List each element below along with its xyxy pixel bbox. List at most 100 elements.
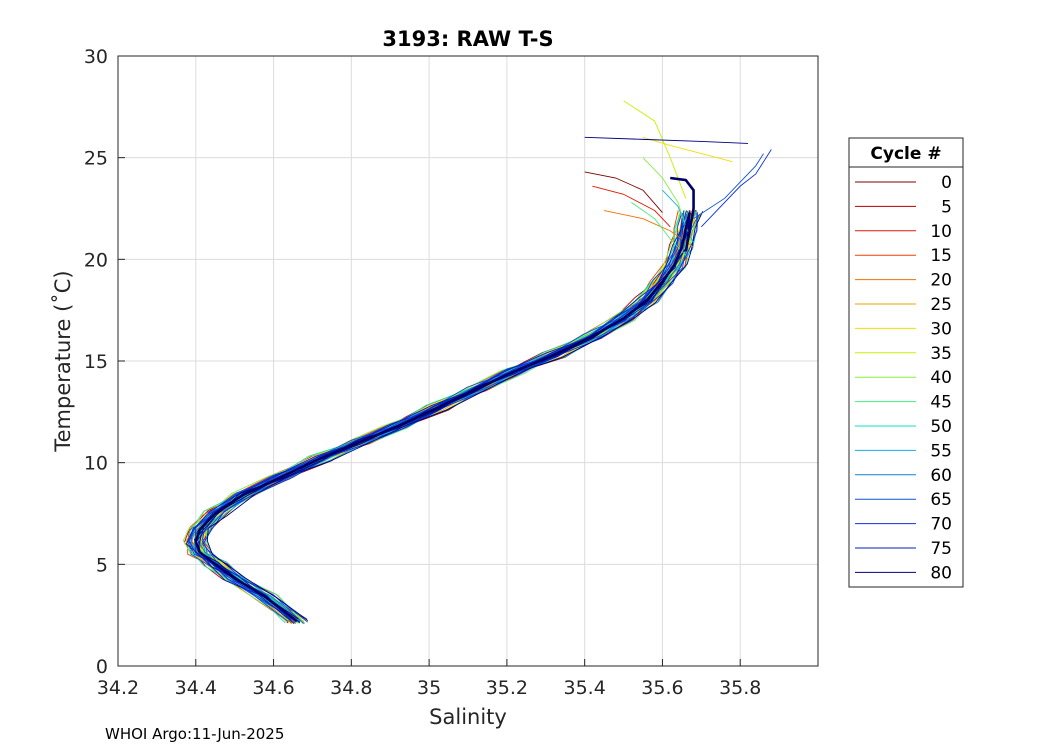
profile-line-cycle-45 <box>193 210 685 620</box>
profile-line-cycle-10 <box>195 214 688 624</box>
x-tick-label: 35.8 <box>719 677 761 699</box>
surface-line-cycle-80 <box>584 136 749 144</box>
profile-line-cycle-15 <box>194 210 692 621</box>
profile-lines <box>182 100 772 625</box>
profile-line-cycle-10 <box>204 213 701 623</box>
profile-line-cycle-20 <box>200 215 695 625</box>
profile-line-cycle-45 <box>193 211 691 621</box>
legend-label-20: 20 <box>930 271 952 291</box>
surface-line-cycle-20 <box>604 210 694 248</box>
profile-line-cycle-60 <box>188 214 687 624</box>
profile-line-cycle-50 <box>194 214 690 624</box>
legend-label-35: 35 <box>930 344 952 364</box>
surface-line-cycle-10 <box>592 185 671 228</box>
legend-label-40: 40 <box>930 368 952 388</box>
x-tick-label: 35.6 <box>641 677 683 699</box>
profile-line-cycle-15 <box>187 210 679 620</box>
legend-label-75: 75 <box>930 539 952 559</box>
y-tick-label: 5 <box>96 554 108 576</box>
latest-profile-surface <box>670 176 695 252</box>
profile-line-cycle-75 <box>197 213 691 623</box>
profile-line-cycle-70 <box>194 210 687 620</box>
profile-line-cycle-80 <box>198 210 691 620</box>
profile-line-cycle-80 <box>206 211 704 621</box>
legend-title: Cycle # <box>870 144 941 164</box>
profile-line-cycle-35 <box>194 214 693 624</box>
profile-line-cycle-0 <box>194 214 688 624</box>
legend-label-45: 45 <box>930 393 952 413</box>
surface-line-cycle-45 <box>631 202 687 256</box>
surface-line-cycle-35 <box>623 100 687 199</box>
profile-line-cycle-5 <box>183 213 682 624</box>
y-tick-label: 25 <box>84 148 108 170</box>
profile-line-cycle-35 <box>195 214 687 623</box>
y-axis-title: Temperature (˚C) <box>51 270 75 452</box>
surface-line-cycle-30 <box>642 136 733 163</box>
profile-line-cycle-80 <box>193 214 691 624</box>
profile-line-cycle-60 <box>199 210 696 621</box>
y-tick-label: 10 <box>84 453 108 475</box>
y-tick-label: 0 <box>96 656 108 678</box>
profile-line-cycle-25 <box>200 210 693 620</box>
footer-credit: WHOI Argo:11-Jun-2025 <box>105 725 285 743</box>
surface-line-cycle-70 <box>701 149 772 228</box>
profile-line-cycle-30 <box>188 212 680 623</box>
profile-line-cycle-35 <box>200 212 694 622</box>
y-tick-label: 20 <box>84 249 108 271</box>
x-tick-label: 35.2 <box>486 677 528 699</box>
profile-line-cycle-5 <box>202 210 697 620</box>
profile-line-cycle-60 <box>195 213 688 623</box>
legend-label-70: 70 <box>930 515 952 535</box>
profile-line-cycle-5 <box>194 211 688 621</box>
surface-line-cycle-65 <box>693 153 764 220</box>
profile-line-cycle-55 <box>204 210 698 620</box>
gridlines <box>117 55 818 667</box>
x-tick-label: 35 <box>417 677 441 699</box>
profile-line-cycle-50 <box>188 213 681 624</box>
legend-items: 0 5 10 15 20 25 30 35 40 45 50 55 60 65 70 75 80 <box>855 173 952 583</box>
profile-line-cycle-30 <box>200 210 698 620</box>
x-tick-label: 34.2 <box>97 677 139 699</box>
profile-line-cycle-70 <box>188 210 687 620</box>
profile-line-cycle-20 <box>190 210 689 620</box>
surface-line-cycle-0 <box>584 171 663 213</box>
legend: Cycle # 0 5 10 15 20 25 30 35 40 45 50 55 60 65 70 75 80 <box>848 137 964 588</box>
profile-line-cycle-75 <box>185 212 684 623</box>
legend-label-10: 10 <box>930 222 952 242</box>
profile-line-cycle-65 <box>190 213 682 623</box>
x-axis-title: Salinity <box>429 705 507 729</box>
legend-label-60: 60 <box>930 466 952 486</box>
x-tick-label: 35.4 <box>564 677 606 699</box>
profile-line-cycle-75 <box>196 214 691 625</box>
legend-label-30: 30 <box>930 319 952 339</box>
profile-line-cycle-40 <box>182 211 681 621</box>
profile-line-cycle-40 <box>196 214 689 624</box>
profile-line-cycle-25 <box>185 214 683 625</box>
x-tick-label: 34.6 <box>252 677 294 699</box>
profile-line-cycle-15 <box>190 213 688 623</box>
x-tick-label: 34.4 <box>175 677 217 699</box>
legend-label-5: 5 <box>941 197 952 217</box>
profile-line-cycle-10 <box>190 212 689 622</box>
axis-ticks: 34.2 34.4 34.6 34.8 35 35.2 35.4 35.6 35.8 0 5 10 15… <box>84 46 762 699</box>
profile-line-cycle-55 <box>190 211 689 621</box>
chart-title: 3193: RAW T-S <box>382 27 553 51</box>
profile-line-cycle-70 <box>202 213 698 623</box>
profile-line-cycle-65 <box>201 214 699 625</box>
x-tick-label: 34.8 <box>330 677 372 699</box>
profile-line-cycle-45 <box>205 214 702 624</box>
legend-label-55: 55 <box>930 441 952 461</box>
legend-label-25: 25 <box>930 295 952 315</box>
profile-line-cycle-30 <box>199 211 696 621</box>
profile-line-cycle-0 <box>203 212 698 621</box>
latest-profile-line <box>194 212 691 623</box>
profile-line-cycle-55 <box>202 212 697 622</box>
legend-label-65: 65 <box>930 490 952 510</box>
legend-label-15: 15 <box>930 246 952 266</box>
legend-label-50: 50 <box>930 417 952 437</box>
y-tick-label: 30 <box>84 46 108 68</box>
legend-label-0: 0 <box>941 173 952 193</box>
legend-label-80: 80 <box>930 563 952 583</box>
profile-line-cycle-25 <box>202 213 697 623</box>
